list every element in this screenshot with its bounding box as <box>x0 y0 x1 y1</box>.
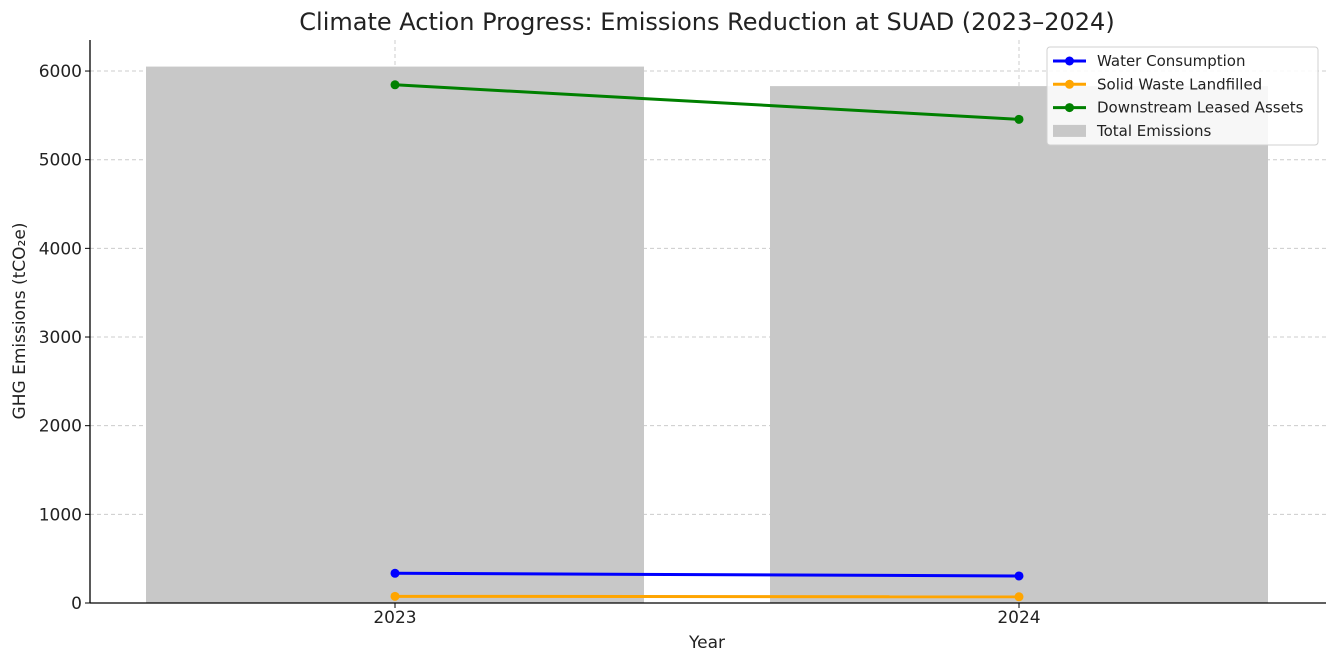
downstream-leased-assets-point <box>1015 115 1024 124</box>
total-emissions-legend-label: Total Emissions <box>1096 122 1212 140</box>
solid-waste-landfilled-legend-label: Solid Waste Landfilled <box>1097 75 1262 93</box>
water-consumption-point <box>1015 571 1024 580</box>
total-emissions-legend-swatch <box>1053 125 1086 137</box>
solid-waste-landfilled-point <box>1015 592 1024 601</box>
y-tick-label: 6000 <box>39 62 82 82</box>
y-tick-label: 5000 <box>39 151 82 171</box>
downstream-leased-assets-legend-label: Downstream Leased Assets <box>1097 99 1304 117</box>
y-tick-label: 2000 <box>39 417 82 437</box>
y-axis-label: GHG Emissions (tCO₂e) <box>10 223 30 420</box>
x-tick-label: 2023 <box>373 608 416 628</box>
y-tick-label: 4000 <box>39 239 82 259</box>
total-emissions-bar <box>770 86 1268 603</box>
x-tick-label: 2024 <box>997 608 1040 628</box>
y-tick-label: 3000 <box>39 328 82 348</box>
total-emissions-bar <box>146 67 644 603</box>
downstream-leased-assets-point <box>391 80 400 89</box>
x-axis-label: Year <box>688 633 725 653</box>
water-consumption-legend-marker <box>1065 57 1074 66</box>
water-consumption-legend-label: Water Consumption <box>1097 52 1245 70</box>
solid-waste-landfilled-point <box>391 592 400 601</box>
legend: Water Consumption Solid Waste Landfilled D… <box>1047 47 1318 145</box>
solid-waste-landfilled-legend-marker <box>1065 80 1074 89</box>
chart-title: Climate Action Progress: Emissions Reduc… <box>299 8 1114 36</box>
y-tick-label: 0 <box>71 594 82 614</box>
water-consumption-point <box>391 569 400 578</box>
downstream-leased-assets-legend-marker <box>1065 103 1074 112</box>
y-tick-label: 1000 <box>39 505 82 525</box>
bars <box>146 67 1268 603</box>
